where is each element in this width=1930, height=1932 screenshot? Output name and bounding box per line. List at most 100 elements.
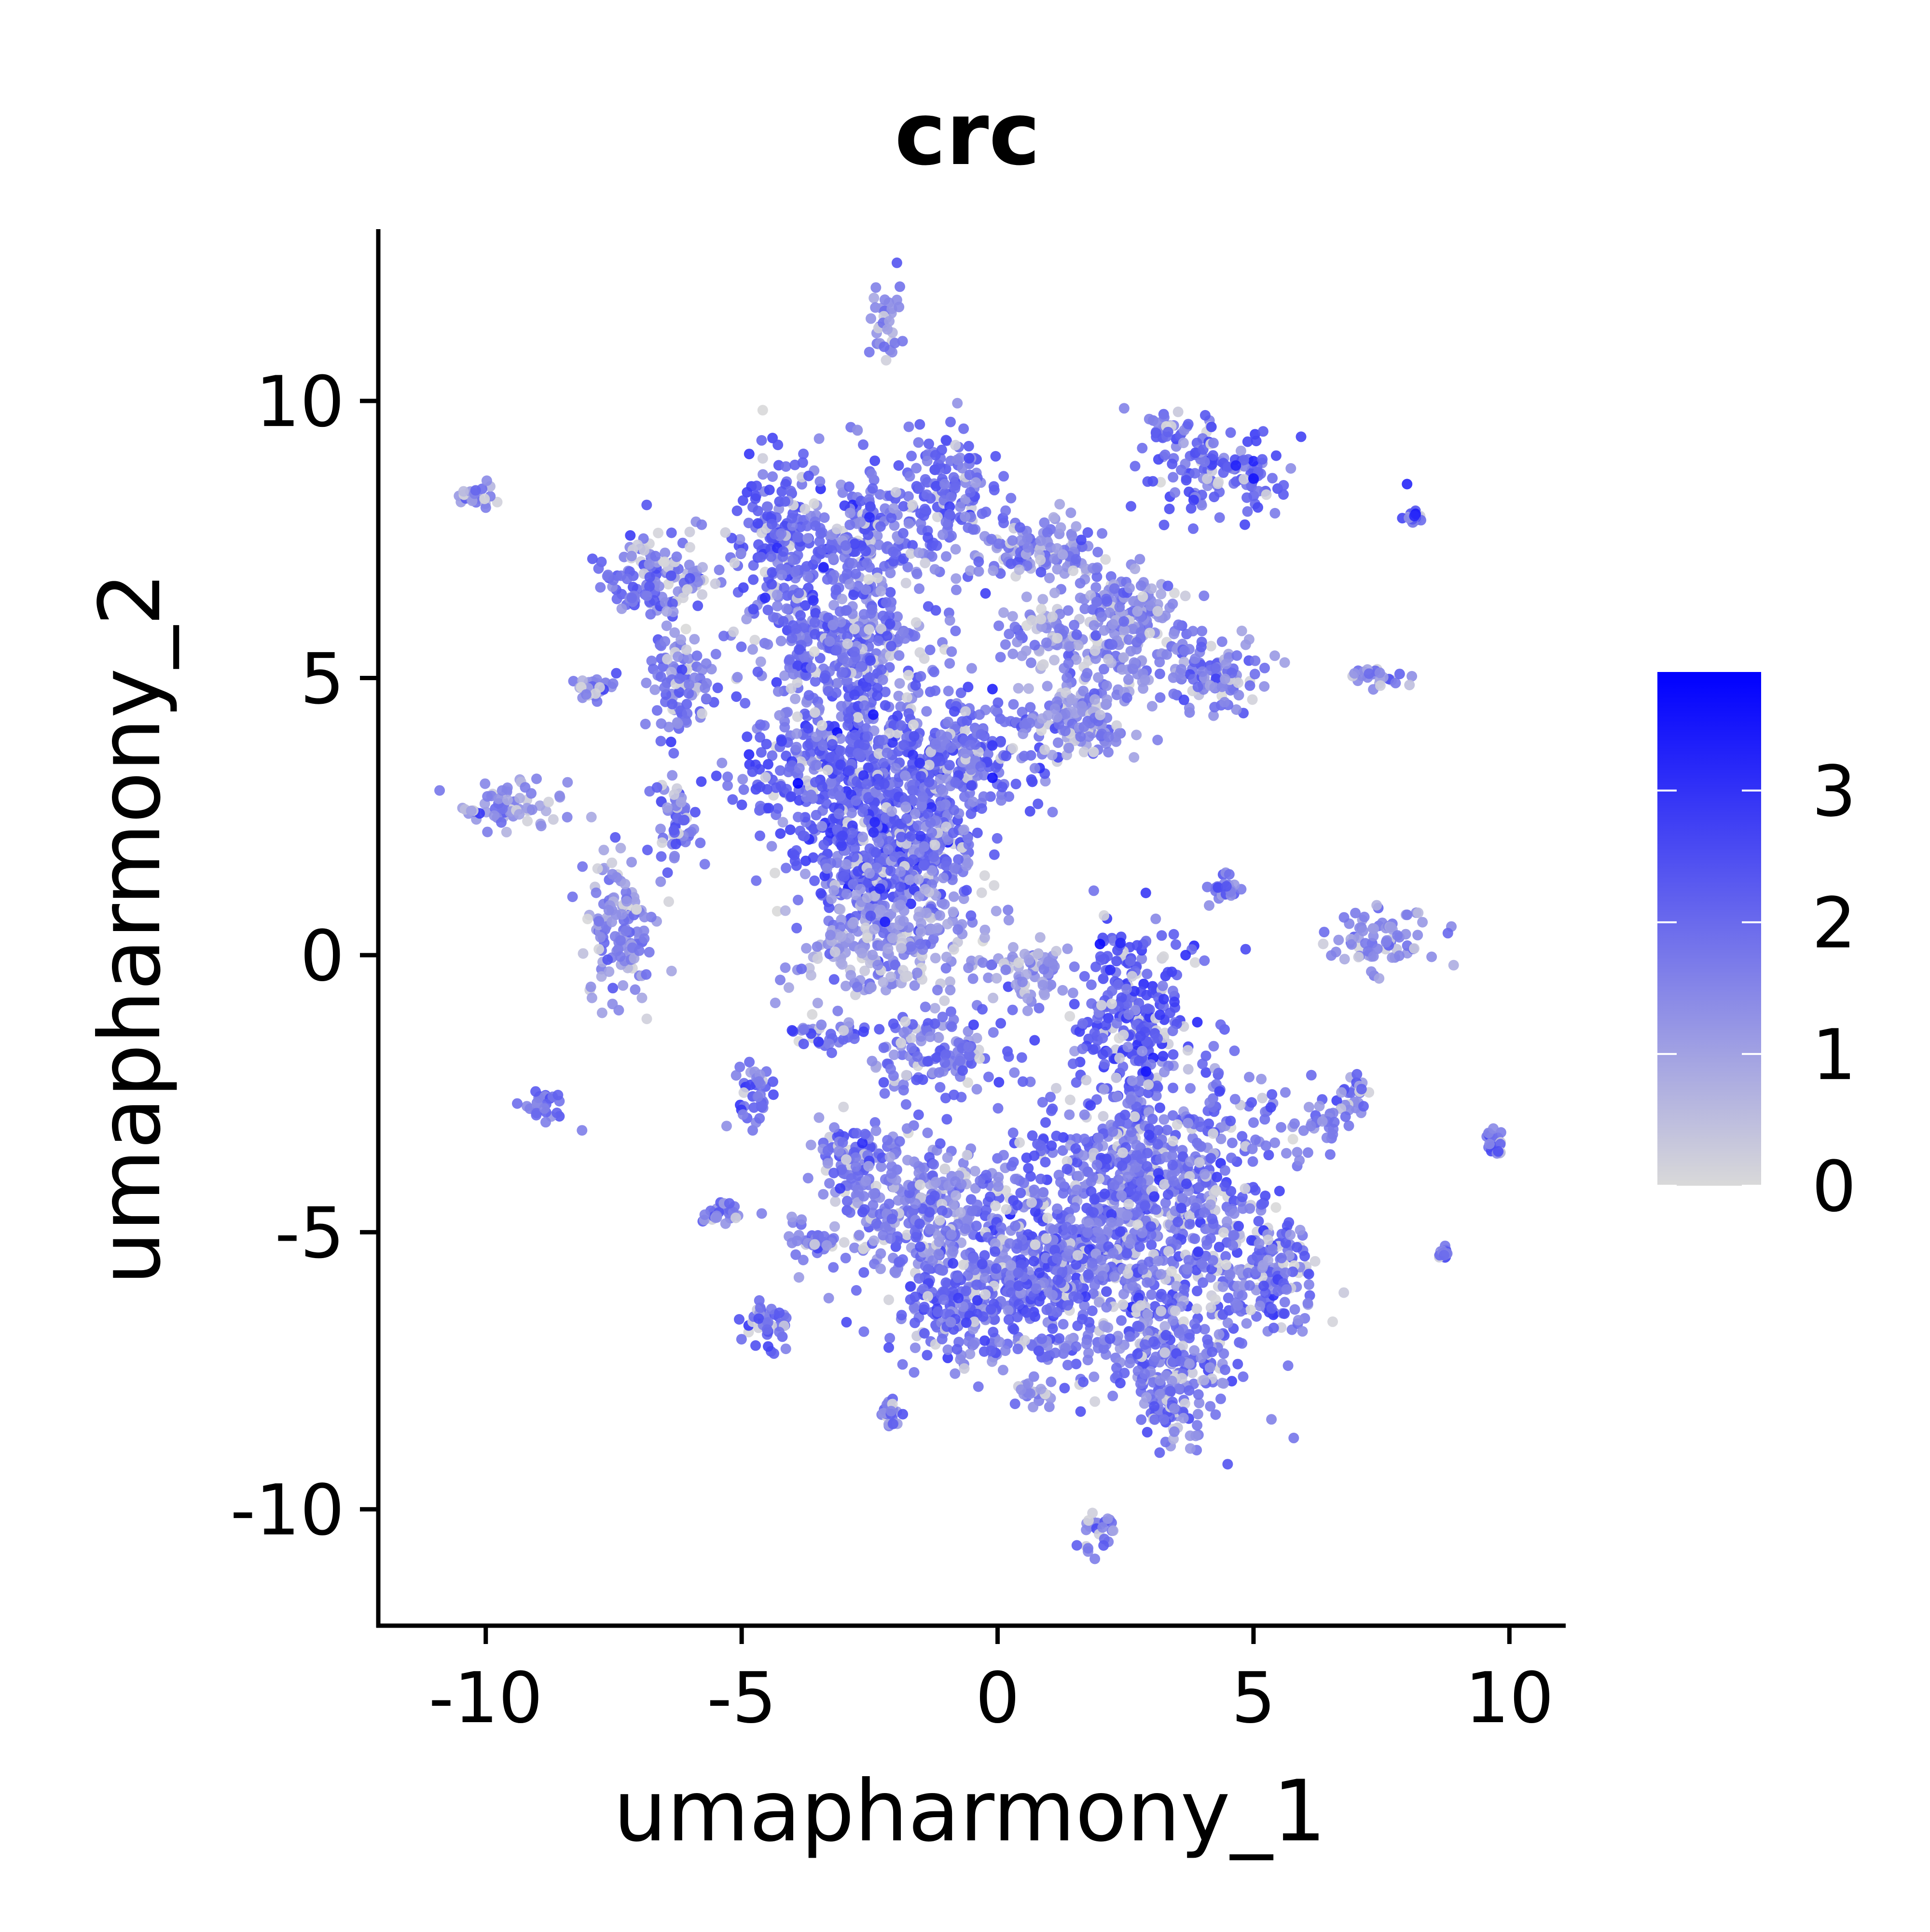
- scatter-point-3036: [991, 905, 1002, 917]
- scatter-point-871: [762, 639, 773, 650]
- scatter-point-3352: [1190, 653, 1201, 664]
- scatter-point-1653: [982, 748, 993, 759]
- scatter-point-3508: [1257, 454, 1268, 465]
- scatter-point-2529: [949, 805, 960, 816]
- scatter-point-1685: [959, 725, 970, 736]
- scatter-point-3943: [1023, 954, 1034, 965]
- scatter-point-173: [682, 584, 693, 595]
- scatter-point-182: [608, 575, 619, 586]
- scatter-point-2969: [935, 910, 945, 921]
- scatter-point-3389: [1144, 413, 1155, 425]
- scatter-point-1941: [1114, 728, 1125, 739]
- scatter-point-2689: [662, 802, 673, 813]
- scatter-point-708: [970, 477, 981, 488]
- scatter-point-3513: [1186, 503, 1197, 514]
- scatter-point-1523: [738, 784, 749, 795]
- scatter-point-3669: [1380, 937, 1392, 948]
- scatter-point-705: [944, 509, 955, 520]
- scatter-point-136: [667, 598, 678, 609]
- scatter-point-4055: [888, 1049, 899, 1060]
- scatter-point-2404: [837, 830, 848, 841]
- scatter-point-329: [814, 536, 825, 547]
- scatter-point-1069: [674, 686, 685, 698]
- scatter-point-3666: [1371, 900, 1382, 911]
- scatter-point-1511: [791, 728, 802, 739]
- scatter-point-2909: [835, 904, 846, 915]
- scatter-point-3511: [1201, 473, 1213, 484]
- scatter-point-3688: [1168, 929, 1179, 940]
- scatter-point-4970: [1213, 1068, 1224, 1079]
- scatter-point-172: [644, 572, 655, 583]
- scatter-point-796: [929, 564, 940, 575]
- scatter-point-1672: [955, 687, 966, 699]
- scatter-point-2795: [592, 863, 603, 874]
- scatter-point-1074: [701, 658, 712, 669]
- scatter-point-2648: [656, 851, 667, 862]
- scatter-point-4991: [1182, 1264, 1193, 1275]
- scatter-point-381: [802, 533, 813, 544]
- scatter-point-3023: [911, 967, 923, 978]
- scatter-point-973: [768, 612, 779, 623]
- scatter-point-304: [757, 453, 768, 464]
- scatter-point-3027: [847, 918, 858, 929]
- scatter-point-1699: [944, 760, 955, 771]
- scatter-point-4711: [1155, 1102, 1165, 1113]
- scatter-point-3055: [865, 910, 876, 921]
- scatter-point-690: [951, 454, 963, 466]
- scatter-point-932: [919, 653, 930, 664]
- scatter-point-3668: [1357, 925, 1368, 936]
- scatter-point-2999: [872, 959, 883, 971]
- scatter-point-1277: [992, 833, 1003, 844]
- scatter-point-2815: [603, 904, 614, 916]
- scatter-point-2205: [786, 791, 797, 802]
- scatter-point-3785: [1166, 966, 1177, 977]
- scatter-point-3657: [1412, 930, 1423, 941]
- scatter-point-373: [736, 641, 747, 652]
- scatter-point-155: [621, 574, 633, 585]
- scatter-point-1516: [930, 685, 941, 696]
- scatter-point-3459: [1240, 519, 1250, 530]
- scatter-point-2793: [639, 912, 650, 923]
- scatter-point-800: [923, 601, 934, 612]
- scatter-point-310: [758, 469, 769, 480]
- scatter-point-1483: [785, 824, 796, 835]
- scatter-point-2633: [489, 810, 500, 821]
- scatter-point-1561: [864, 624, 875, 635]
- scatter-point-4237: [1009, 1067, 1020, 1078]
- scatter-point-1243: [747, 766, 758, 777]
- scatter-point-4356: [1017, 1076, 1028, 1087]
- scatter-point-3650: [1366, 966, 1377, 977]
- scatter-point-2157: [1020, 645, 1032, 657]
- scatter-point-3920: [991, 973, 1002, 984]
- scatter-point-1419: [849, 646, 860, 658]
- scatter-point-4086: [878, 1042, 889, 1053]
- scatter-point-3239: [1152, 606, 1163, 617]
- scatter-point-1917: [1018, 728, 1029, 740]
- scatter-point-543: [844, 507, 855, 519]
- scatter-point-474: [802, 571, 813, 582]
- scatter-point-3442: [1242, 436, 1253, 447]
- scatter-point-3058: [780, 905, 791, 916]
- scatter-point-4676: [1168, 1082, 1179, 1094]
- scatter-point-753: [772, 589, 783, 601]
- scatter-point-3592: [1224, 869, 1235, 880]
- scatter-point-468: [789, 459, 800, 470]
- scatter-point-3651: [1417, 917, 1428, 928]
- scatter-point-639: [913, 437, 924, 448]
- scatter-point-3644: [1409, 943, 1420, 954]
- scatter-point-2623: [522, 816, 533, 827]
- scatter-point-2137: [1037, 594, 1048, 605]
- scatter-point-2853: [800, 868, 811, 879]
- scatter-point-2979: [925, 924, 937, 935]
- scatter-point-299: [767, 471, 778, 482]
- scatter-point-2536: [895, 881, 906, 892]
- scatter-point-926: [882, 630, 893, 642]
- scatter-point-4022: [888, 1018, 899, 1029]
- scatter-point-1812: [976, 729, 987, 740]
- scatter-point-3265: [1205, 641, 1216, 652]
- scatter-point-1831: [834, 791, 845, 802]
- scatter-point-2843: [783, 982, 794, 993]
- scatter-point-1114: [580, 689, 592, 700]
- scatter-point-1857: [1078, 746, 1089, 757]
- scatter-point-4059: [968, 1019, 979, 1030]
